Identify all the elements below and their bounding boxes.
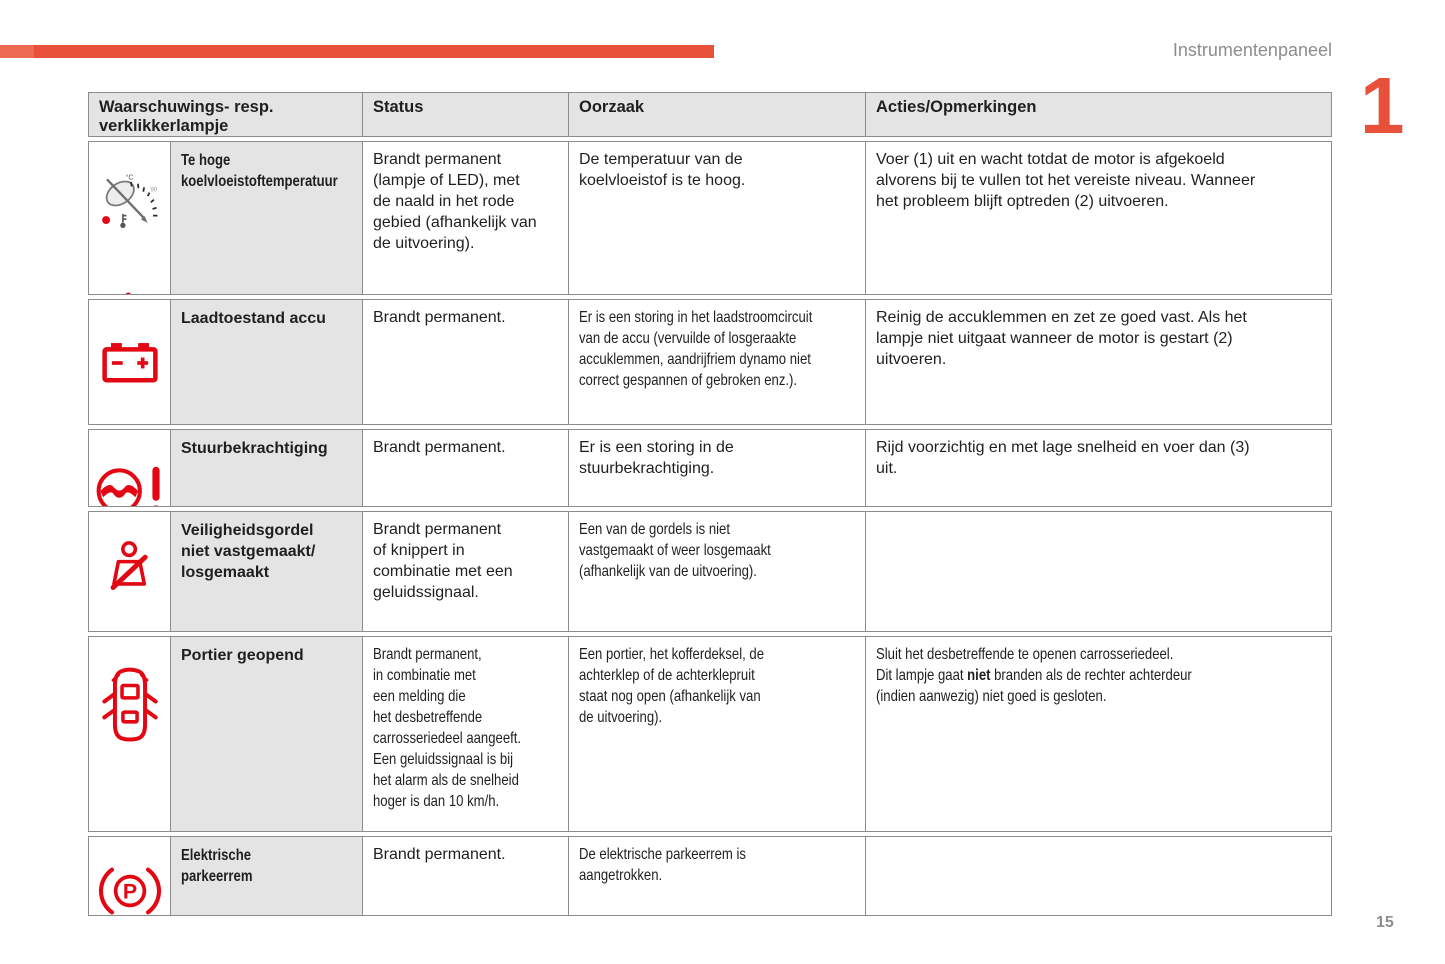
status-cell: Brandt permanent, in combinatie met een … xyxy=(363,637,569,831)
cause-text: De elektrische parkeerrem is aangetrokke… xyxy=(579,846,746,884)
actions-cell xyxy=(866,512,1331,631)
status-cell: Brandt permanent of knippert in combinat… xyxy=(363,512,569,631)
warning-label: Elektrische parkeerrem xyxy=(181,847,253,885)
table-row: Veiligheidsgordel niet vastgemaakt/ losg… xyxy=(88,511,1332,632)
header-warning-lamp: Waarschuwings- resp. verklikkerlampje xyxy=(89,93,363,136)
status-text: Brandt permanent, in combinatie met een … xyxy=(373,646,522,810)
warning-icon-cell xyxy=(89,637,171,831)
warning-icon-cell xyxy=(89,512,171,631)
actions-cell: Voer (1) uit en wacht totdat de motor is… xyxy=(876,151,1256,210)
table-header-row: Waarschuwings- resp. verklikkerlampje St… xyxy=(88,92,1332,137)
table-row: Laadtoestand accu Brandt permanent. Er i… xyxy=(88,299,1332,425)
warning-icon-cell: °C 90 xyxy=(89,142,171,294)
header-status: Status xyxy=(363,93,569,136)
header-actions: Acties/Opmerkingen xyxy=(866,93,1331,136)
status-cell: Brandt permanent. xyxy=(363,430,569,506)
cause-cell: De elektrische parkeerrem is aangetrokke… xyxy=(569,837,866,915)
table-row: P Elektrische parkeerrem Brandt permanen… xyxy=(88,836,1332,916)
header-rule xyxy=(0,45,714,58)
table-row: Stuurbekrachtiging Brandt permanent. Er … xyxy=(88,429,1332,507)
warning-label: Veiligheidsgordel niet vastgemaakt/ losg… xyxy=(181,522,316,581)
status-cell: Brandt permanent. xyxy=(363,837,569,915)
page-header-title: Instrumentenpaneel xyxy=(1172,40,1332,60)
power-steering-warning-icon xyxy=(95,444,165,506)
cause-text: Een van de gordels is niet vastgemaakt o… xyxy=(579,521,771,580)
warning-lights-table: Waarschuwings- resp. verklikkerlampje St… xyxy=(88,92,1332,920)
warning-icon-cell xyxy=(89,430,171,506)
cause-cell: Een portier, het kofferdeksel, de achter… xyxy=(569,637,866,831)
warning-label-cell: Veiligheidsgordel niet vastgemaakt/ losg… xyxy=(171,512,363,631)
warning-label-cell: Laadtoestand accu xyxy=(171,300,363,424)
warning-label: Stuurbekrachtiging xyxy=(181,440,328,457)
actions-cell: Rijd voorzichtig en met lage snelheid en… xyxy=(876,439,1250,477)
actions-cell: Sluit het desbetreffende te openen carro… xyxy=(866,637,1331,831)
warning-label: Te hoge koelvloeistoftemperatuur xyxy=(181,152,338,190)
actions-cell xyxy=(866,837,1331,915)
battery-charge-warning-icon xyxy=(101,320,159,406)
door-open-warning-icon xyxy=(99,645,161,765)
header-cause: Oorzaak xyxy=(569,93,866,136)
cause-cell: Er is een storing in het laadstroomcircu… xyxy=(569,300,866,424)
chapter-number: 1 xyxy=(1360,61,1405,150)
warning-label-cell: Stuurbekrachtiging xyxy=(171,430,363,506)
actions-cell: Reinig de accuklemmen en zet ze goed vas… xyxy=(876,309,1247,368)
svg-text:90: 90 xyxy=(150,187,157,194)
cause-cell: De temperatuur van de koelvloeistof is t… xyxy=(569,142,866,294)
svg-text:P: P xyxy=(122,879,136,903)
seatbelt-occupant-icon xyxy=(108,624,152,631)
svg-text:°C: °C xyxy=(125,173,133,181)
warning-label: Portier geopend xyxy=(181,647,304,664)
warning-label-cell: Portier geopend xyxy=(171,637,363,831)
electric-parking-brake-icon: P xyxy=(98,845,162,915)
warning-label-cell: Te hoge koelvloeistoftemperatuur xyxy=(171,142,363,294)
table-row: Portier geopend Brandt permanent, in com… xyxy=(88,636,1332,832)
status-cell: Brandt permanent (lampje of LED), met de… xyxy=(363,142,569,294)
actions-text: Sluit het desbetreffende te openen carro… xyxy=(876,646,1192,705)
warning-label: Laadtoestand accu xyxy=(181,310,326,327)
status-cell: Brandt permanent. xyxy=(363,300,569,424)
warning-icon-cell xyxy=(89,300,171,424)
coolant-temperature-warning-icon xyxy=(102,270,158,294)
warning-icon-cell: P xyxy=(89,837,171,915)
cause-text: Een portier, het kofferdeksel, de achter… xyxy=(579,646,765,726)
cause-cell: Er is een storing in de stuurbekrachtigi… xyxy=(569,430,866,506)
cause-text: Er is een storing in het laadstroomcircu… xyxy=(579,309,813,389)
cause-cell: Een van de gordels is niet vastgemaakt o… xyxy=(569,512,866,631)
seatbelt-unfastened-icon xyxy=(105,520,155,614)
coolant-temperature-gauge-icon: °C 90 xyxy=(99,150,161,260)
page-number: 15 xyxy=(1376,914,1394,931)
warning-label-cell: Elektrische parkeerrem xyxy=(171,837,363,915)
table-row: °C 90 xyxy=(88,141,1332,295)
